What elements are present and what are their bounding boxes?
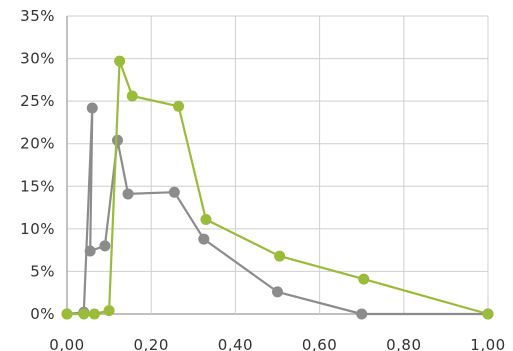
- series-layer: [61, 55, 494, 320]
- series-1-point: [168, 186, 180, 198]
- series-1-point: [99, 240, 111, 252]
- series-2-point: [358, 273, 370, 285]
- x-tick-label: 0,40: [218, 336, 253, 351]
- series-1-line: [66, 106, 488, 316]
- series-2-point: [173, 100, 185, 112]
- series-2-point: [78, 308, 90, 320]
- series-2-point: [61, 308, 73, 320]
- series-2-point: [88, 308, 100, 320]
- series-1-point: [272, 286, 283, 298]
- y-tick-label: 5%: [30, 262, 55, 280]
- x-tick-label: 0,80: [386, 336, 421, 351]
- series-2-point: [200, 213, 212, 225]
- series-1: [61, 102, 494, 320]
- series-2: [61, 55, 494, 320]
- x-axis-labels: 0,00 0,20 0,40 0,60 0,80 1,00: [49, 336, 505, 351]
- series-1-point: [112, 134, 124, 146]
- series-2-point: [114, 55, 126, 67]
- series-1-point: [122, 188, 134, 200]
- y-tick-label: 10%: [20, 220, 55, 238]
- y-tick-label: 25%: [20, 92, 55, 110]
- x-tick-label: 0,00: [49, 336, 84, 351]
- series-1-point: [356, 308, 368, 320]
- y-tick-label: 35%: [20, 7, 55, 25]
- y-axis-labels: 0% 5% 10% 15% 20% 25% 30% 35%: [20, 7, 55, 323]
- series-2-point: [274, 250, 286, 262]
- series-2-point: [482, 308, 494, 320]
- grid: [66, 15, 489, 315]
- x-tick-label: 0,60: [302, 336, 337, 351]
- x-tick-label: 1,00: [470, 336, 505, 351]
- series-2-point: [126, 90, 138, 102]
- series-2-point: [103, 305, 115, 317]
- y-tick-label: 20%: [20, 135, 55, 153]
- x-tick-label: 0,20: [133, 336, 168, 351]
- series-1-point: [86, 102, 98, 114]
- y-tick-label: 15%: [20, 177, 55, 195]
- series-1-point: [198, 233, 210, 245]
- series-1-point: [84, 245, 96, 257]
- y-tick-label: 0%: [30, 305, 55, 323]
- y-tick-label: 30%: [20, 50, 55, 68]
